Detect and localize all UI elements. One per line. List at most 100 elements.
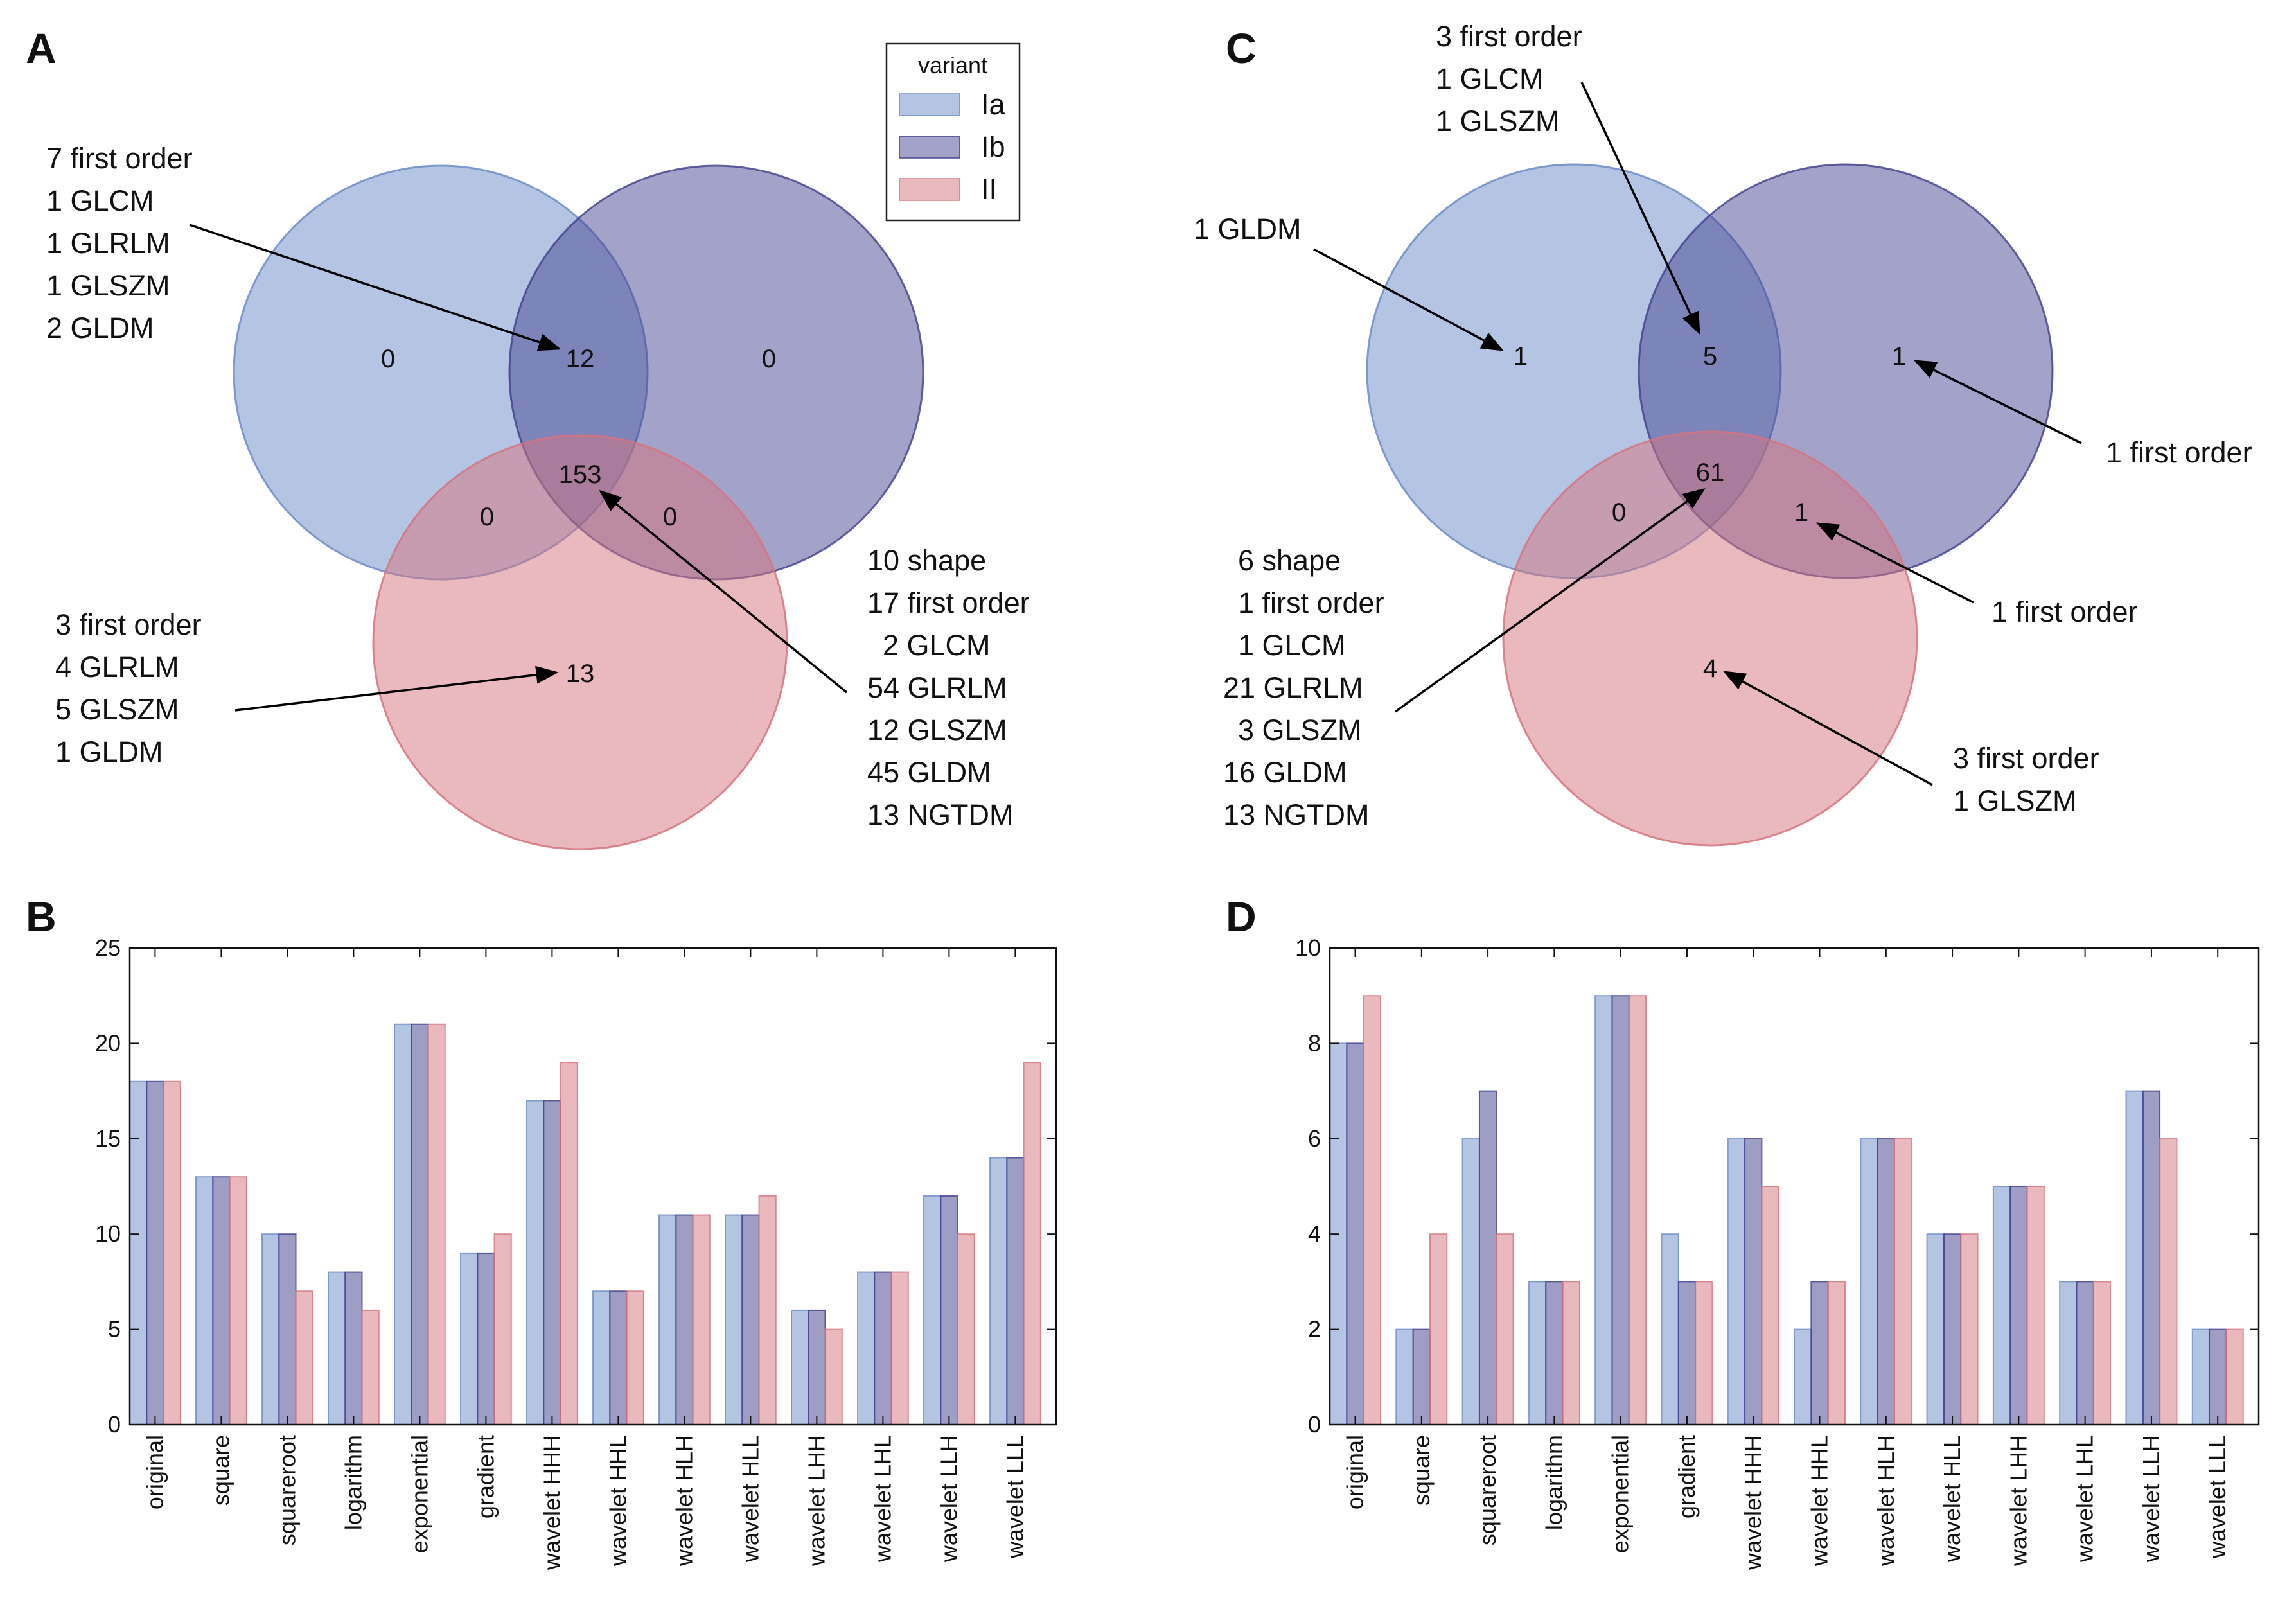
bar-chart-d: 0 2 4 6 8 10 original square squareroot logarithm… [1295,935,2260,1570]
chart-d-bar-ii-4 [1628,995,1647,1425]
chart-b-bar-ia-11 [857,1271,876,1426]
venn-c-region-ii-only: 4 [1703,655,1717,683]
chart-b-bar-ib-8 [675,1214,694,1426]
chart-d-bar-ii-9 [1960,1233,1979,1425]
chart-d-xtick-label-11: wavelet LHL [2072,1435,2098,1563]
chart-b-bar-ib-9 [741,1214,760,1426]
venn-c-note-ia-only: 1 GLDM [1194,213,1302,245]
legend-label-ib: Ib [981,130,1005,163]
chart-b-bar-ib-3 [344,1271,363,1426]
chart-b-bar-ia-8 [658,1214,677,1426]
panel-label-a: A [26,24,57,72]
chart-b-bar-ib-10 [808,1309,826,1426]
chart-b-xtick-label-11: wavelet LHL [869,1435,896,1563]
chart-b-bar-ia-12 [923,1195,942,1425]
venn-a-region-ia-only: 0 [381,345,395,373]
chart-b-xtick-label-0: original [141,1435,168,1509]
venn-c-region-ia-only: 1 [1514,342,1528,371]
chart-d-bar-ia-10 [1992,1186,2011,1425]
chart-d-bar-ii-13 [2225,1328,2244,1426]
chart-b-bar-ia-0 [129,1080,148,1425]
chart-d-bar-ib-12 [2142,1090,2161,1425]
chart-b-bar-ii-3 [361,1309,380,1426]
chart-d-xtick-label-8: wavelet HLH [1873,1435,1899,1567]
chart-d-bar-ia-11 [2059,1281,2078,1426]
chart-b-xtick-label-5: gradient [472,1435,499,1518]
chart-d-bar-ii-2 [1496,1233,1514,1425]
chart-b-xtick-label-6: wavelet HHH [538,1435,565,1570]
chart-b-bar-ib-1 [212,1176,231,1426]
venn-c-arrow-ii-only [1722,671,1933,786]
legend-swatch-ia [899,93,960,116]
chart-d-bar-ib-11 [2076,1281,2094,1426]
chart-d-xtick-label-7: wavelet HHL [1806,1435,1833,1567]
legend-label-ii: II [981,173,997,206]
chart-b-bar-ib-12 [940,1195,958,1425]
venn-a-region-all: 153 [559,461,602,489]
venn-a-region-ia-ii: 0 [480,503,494,531]
chart-d-xtick-label-3: logarithm [1541,1435,1567,1530]
chart-d-xtick-label-12: wavelet LLH [2138,1435,2164,1563]
venn-c-arrow-all [1394,488,1706,713]
chart-d-ytick-label-4: 8 [1308,1030,1321,1056]
chart-d-xtick-label-10: wavelet LHH [2005,1435,2031,1567]
chart-d-ytick-label-5: 10 [1295,935,1321,961]
venn-a-note-ia-ib: 7 first order 1 GLCM 1 GLRLM 1 GLSZM 2 G… [46,142,200,344]
chart-d-xtick-label-2: squareroot [1474,1435,1501,1545]
chart-d-bar-ia-4 [1594,995,1613,1425]
chart-b-bar-ia-5 [460,1252,479,1425]
chart-b-ytick-label-5: 25 [95,935,121,961]
chart-b-bar-ib-4 [411,1023,429,1425]
venn-a-arrow-ii-only [234,665,559,712]
chart-b-bar-ia-7 [592,1290,611,1425]
chart-d-bar-ia-1 [1395,1328,1414,1426]
chart-b-xtick-label-12: wavelet LLH [935,1435,962,1563]
venn-c-note-all: 6 shape 1 first order 1 GLCM 21 GLRLM 3 … [1223,544,1392,831]
chart-d-bar-ib-8 [1877,1138,1895,1426]
venn-c-region-ia-ib: 5 [1703,342,1717,371]
venn-c-region-all: 61 [1696,459,1725,487]
chart-b-bar-ib-13 [1006,1157,1025,1425]
chart-b-bar-ib-11 [874,1271,892,1426]
chart-b-bar-ib-2 [278,1233,297,1425]
chart-b-ytick-label-2: 10 [95,1220,121,1247]
chart-d-xtick-label-0: original [1342,1435,1368,1509]
panel-label-b: B [26,893,57,940]
chart-b-xtick-label-13: wavelet LLL [1002,1435,1028,1559]
venn-c-arrow-ia-ib [1580,82,1700,335]
chart-b-xtick-label-1: square [208,1435,234,1506]
chart-b-bar-ia-10 [791,1309,809,1426]
chart-b-xtick-label-10: wavelet LHH [803,1435,829,1567]
chart-b-bar-ia-6 [526,1100,545,1425]
chart-b-bar-ii-2 [295,1290,313,1425]
chart-d-bar-ia-13 [2191,1328,2211,1426]
venn-a-arrow-all [599,489,848,694]
venn-c: 1 5 1 61 0 1 4 3 first order 1 GLCM 1 GL… [1194,20,2252,847]
chart-b-ytick-label-3: 15 [95,1125,121,1152]
venn-a: 0 0 12 153 0 0 13 7 first order 1 GLCM 1… [46,142,1030,850]
chart-d-bar-ib-5 [1677,1281,1697,1426]
venn-c-arrow-ib-only [1913,360,2082,444]
chart-b-bar-ia-3 [328,1271,346,1426]
venn-a-arrow-ia-ib [189,224,561,351]
chart-b-axes-frame [128,947,1057,1426]
chart-d-bar-ib-0 [1346,1042,1364,1425]
venn-c-arrow-ib-ii [1815,522,1974,604]
chart-d-bar-ia-2 [1461,1138,1480,1426]
chart-b-bar-ib-6 [543,1100,561,1425]
chart-d-bar-ib-6 [1744,1138,1763,1426]
chart-b-xtick-label-8: wavelet HLH [671,1435,697,1567]
bar-chart-b: 0 5 10 15 20 25 original square squareroot logari… [95,935,1057,1570]
chart-b-bar-ii-9 [758,1195,777,1425]
chart-b-xtick-label-2: squareroot [274,1435,300,1545]
chart-b-bar-ii-11 [890,1271,909,1426]
chart-b-bar-ia-13 [989,1157,1008,1425]
venn-c-arrow-ia-only [1313,248,1505,351]
venn-a-region-ib-ii: 0 [663,503,677,531]
chart-d-bar-ii-12 [2159,1138,2178,1426]
chart-b-xtick-label-7: wavelet HHL [605,1435,631,1567]
chart-b-bar-ii-12 [957,1233,975,1425]
legend-label-ia: Ia [981,88,1006,121]
legend-title: variant [918,52,987,78]
